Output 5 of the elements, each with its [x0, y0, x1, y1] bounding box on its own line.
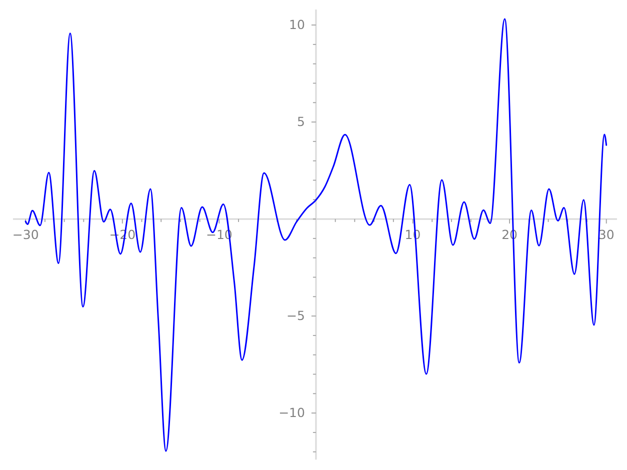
- y-tick-label: −10: [278, 405, 306, 420]
- y-tick-label: 10: [289, 17, 306, 32]
- x-tick-label: −30: [12, 226, 39, 242]
- y-tick-label: −5: [286, 308, 305, 324]
- y-tick-label: 5: [297, 114, 305, 130]
